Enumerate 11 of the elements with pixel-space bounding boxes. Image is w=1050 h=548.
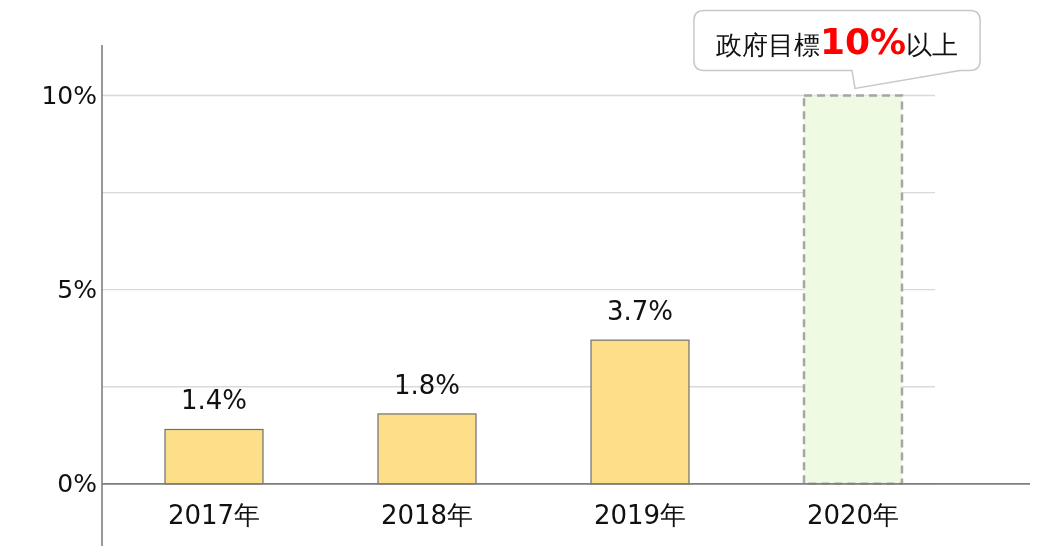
y-tick-label: 10% bbox=[41, 80, 97, 110]
y-tick-label: 5% bbox=[57, 275, 97, 305]
y-tick-label: 0% bbox=[57, 469, 97, 499]
annotation: 政府目標10%以上 bbox=[715, 21, 959, 63]
x-tick-label: 2017年 bbox=[167, 499, 261, 530]
x-tick-label: 2020年 bbox=[806, 499, 900, 530]
data-label: 1.4% bbox=[180, 385, 248, 416]
x-tick-label: 2018年 bbox=[380, 499, 474, 530]
x-tick-label: 2019年 bbox=[593, 499, 687, 530]
data-label: 1.8% bbox=[393, 369, 461, 400]
data-label: 3.7% bbox=[606, 296, 674, 327]
